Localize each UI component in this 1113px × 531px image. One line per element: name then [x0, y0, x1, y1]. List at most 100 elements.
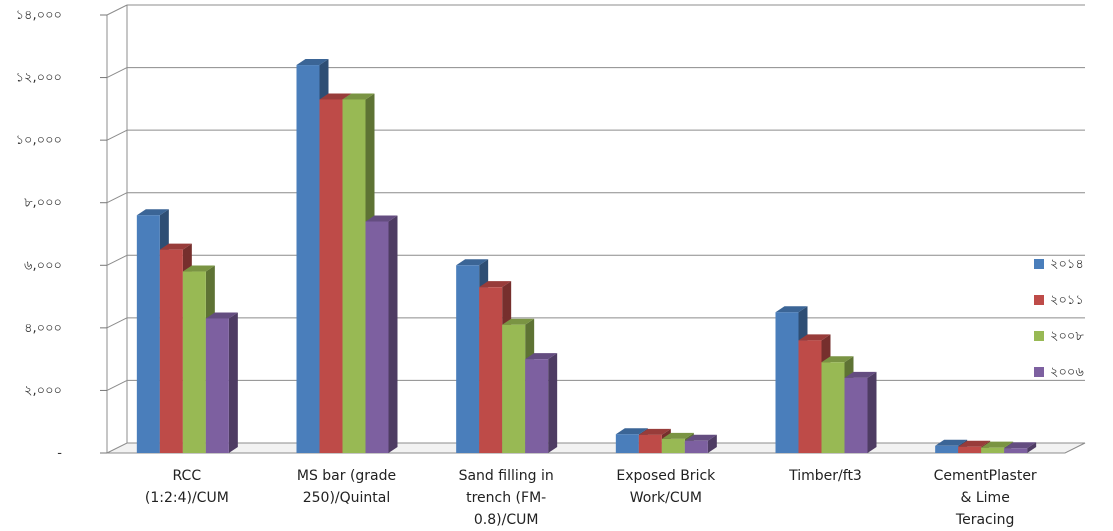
- bar-top: [479, 281, 512, 288]
- bar: [684, 434, 717, 453]
- gridline-side: [106, 4, 128, 16]
- bar-front: [319, 99, 343, 453]
- bar-top: [456, 259, 489, 266]
- bar-front: [798, 340, 822, 453]
- bar-side: [228, 312, 238, 453]
- bar: [205, 312, 238, 453]
- gridline-side: [106, 67, 128, 79]
- y-tick-label: -: [57, 446, 62, 461]
- x-category-label: Sand filling in trench (FM- 0.8)/CUM: [459, 468, 554, 528]
- y-tick-label: ১২,০০০: [16, 71, 62, 86]
- x-category-label-line: Timber/ft3: [788, 468, 862, 484]
- gridline-side: [106, 254, 128, 266]
- bar-front: [775, 312, 799, 453]
- grid-lines: [106, 4, 1085, 391]
- bar-front: [365, 221, 389, 453]
- x-category-label-line: (1:2:4)/CUM: [145, 490, 229, 506]
- bar-front: [615, 434, 639, 453]
- bar: [525, 353, 558, 453]
- x-category-label-line: 250)/Quintal: [303, 490, 391, 506]
- x-category-label-line: trench (FM-: [466, 490, 546, 506]
- x-category-label-line: Work/CUM: [630, 490, 702, 506]
- bar-front: [182, 271, 206, 453]
- x-category-label-line: & Lime: [961, 490, 1010, 506]
- bars: [136, 59, 1037, 454]
- gridline-side: [106, 129, 128, 141]
- bar-side: [388, 215, 398, 453]
- gridline-side: [106, 192, 128, 204]
- bar-front: [935, 445, 959, 453]
- bar-side: [707, 434, 717, 453]
- bar-top: [365, 215, 398, 222]
- bar-top: [525, 353, 558, 360]
- bar-top: [159, 243, 192, 250]
- x-category-label: Exposed Brick Work/CUM: [616, 468, 716, 506]
- bar-front: [638, 434, 662, 453]
- gridline-side: [106, 379, 128, 391]
- x-category-label: MS bar (grade 250)/Quintal: [297, 468, 396, 506]
- bar-top: [182, 265, 215, 272]
- legend-label: ২০১৪: [1050, 257, 1084, 272]
- bar-front: [342, 99, 366, 453]
- bar-front: [136, 215, 160, 453]
- bar-front: [821, 362, 845, 453]
- x-axis-categories: RCC (1:2:4)/CUM MS bar (grade 250)/Quintal S…: [145, 468, 1037, 528]
- y-tick-label: ২,০০০: [24, 383, 62, 398]
- legend-label: ২০০৮: [1050, 329, 1084, 344]
- bar: [844, 371, 877, 453]
- x-category-label-line: CementPlaster: [934, 468, 1037, 484]
- bar: [365, 215, 398, 453]
- bar-top: [981, 441, 1014, 448]
- bar-top: [342, 93, 375, 100]
- x-category-label: CementPlaster & Lime Teracing: [934, 468, 1037, 528]
- y-tick-label: ৪,০০০: [24, 321, 62, 336]
- bar-top: [1004, 442, 1037, 449]
- bar-top: [205, 312, 238, 319]
- x-category-label: Timber/ft3: [788, 468, 862, 484]
- x-category-label-line: Exposed Brick: [616, 468, 716, 484]
- x-category-label-line: 0.8)/CUM: [474, 512, 539, 528]
- bar-front: [502, 324, 526, 453]
- bar-front: [684, 440, 708, 453]
- bar-top: [935, 439, 968, 446]
- bar-side: [867, 371, 877, 453]
- y-tick-label: ৬,০০০: [24, 258, 62, 273]
- legend-label: ২০০৬: [1050, 365, 1084, 380]
- legend-swatch: [1034, 367, 1044, 377]
- bar-top: [798, 334, 831, 341]
- bar-front: [456, 265, 480, 453]
- bar-top: [844, 371, 877, 378]
- bar-top: [638, 428, 671, 435]
- bar-top: [136, 209, 169, 216]
- axes: [106, 5, 1086, 454]
- bar-top: [502, 318, 535, 325]
- bar-top: [958, 440, 991, 447]
- bar-front: [159, 249, 183, 453]
- x-category-label: RCC (1:2:4)/CUM: [145, 468, 229, 506]
- gridline-side: [106, 317, 128, 329]
- x-category-label-line: RCC: [173, 468, 202, 484]
- bar-top: [615, 428, 648, 435]
- legend-swatch: [1034, 259, 1044, 269]
- legend: ২০১৪ ২০১১ ২০০৮ ২০০৬: [1034, 257, 1084, 380]
- bar-top: [821, 356, 854, 363]
- y-tick-label: ৮,০০০: [24, 196, 62, 211]
- legend-label: ২০১১: [1050, 293, 1084, 308]
- bar-top: [319, 93, 352, 100]
- legend-swatch: [1034, 295, 1044, 305]
- x-category-label-line: MS bar (grade: [297, 468, 396, 484]
- bar-side: [1027, 442, 1037, 453]
- bar-top: [296, 59, 329, 66]
- bar-front: [205, 318, 229, 453]
- bar-front: [661, 438, 685, 453]
- bar-front: [844, 377, 868, 453]
- bar-top: [775, 306, 808, 313]
- y-tick-label: ১৪,০০০: [16, 8, 62, 23]
- x-category-label-line: Sand filling in: [459, 468, 554, 484]
- bar-front: [1004, 448, 1028, 453]
- y-tick-label: ১০,০০০: [16, 133, 62, 148]
- bar-top: [684, 434, 717, 441]
- bar-front: [981, 447, 1005, 453]
- legend-swatch: [1034, 331, 1044, 341]
